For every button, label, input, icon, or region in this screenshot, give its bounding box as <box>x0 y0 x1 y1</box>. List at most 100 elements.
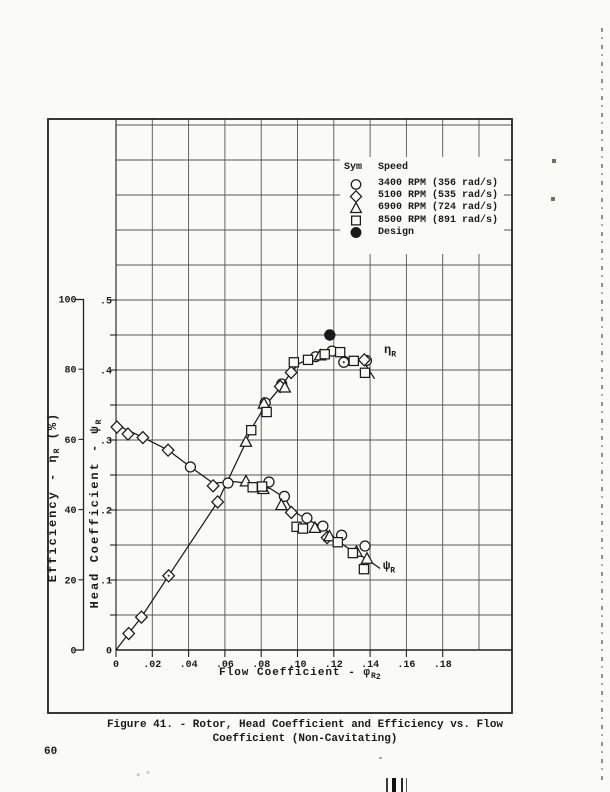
point-square <box>351 215 361 226</box>
triangle-glyph <box>349 201 363 214</box>
curve-layer <box>115 350 381 651</box>
legend-row-3400: 3400 RPM (356 rad/s) <box>340 178 504 190</box>
efficiency-axis-title-subscript: R <box>53 448 63 454</box>
chart-legend: Sym Speed 3400 RPM (356 rad/s) 5100 RPM … <box>340 157 504 254</box>
point-design <box>350 227 362 239</box>
point-square <box>247 482 258 493</box>
efficiency-axis-title-unit: (%) <box>45 411 60 449</box>
legend-row-8500: 8500 RPM (891 rad/s) <box>340 215 504 227</box>
point-diamond <box>206 478 220 493</box>
eta-subscript: R <box>391 350 397 360</box>
point-circle <box>359 540 371 552</box>
circle-symbol-icon <box>346 178 366 191</box>
filled-circle-glyph <box>350 227 362 239</box>
point-circle <box>301 512 313 524</box>
figure-caption: Figure 41. - Rotor, Head Coefficient and… <box>60 719 550 746</box>
point-triangle <box>308 520 322 534</box>
point-square <box>348 355 359 367</box>
x-axis-ticks: 0 .02 .04 .06 .08 .10 .12 .14 .16 .18 <box>113 650 452 671</box>
figure-caption-line2: Coefficient (Non-Cavitating) <box>212 732 398 745</box>
square-symbol-icon <box>346 214 366 227</box>
point-square <box>245 424 257 436</box>
point-triangle <box>274 497 288 511</box>
legend-row-6900: 6900 RPM (724 rad/s) <box>340 201 504 215</box>
svg-text:.1: .1 <box>100 577 112 588</box>
efficiency-axis-title-text: Efficiency - η <box>45 453 60 583</box>
eta-curve <box>115 350 376 651</box>
point-diamond <box>284 505 298 520</box>
legend-label: 6900 RPM (724 rad/s) <box>378 202 499 214</box>
square-glyph <box>351 215 361 226</box>
head-axis-title-subscript: R <box>95 419 105 425</box>
psi-subscript: R <box>390 566 396 576</box>
point-square <box>297 523 309 534</box>
legend-label: 5100 RPM (535 rad/s) <box>378 190 499 202</box>
diamond-glyph <box>349 189 363 203</box>
point-square <box>319 349 330 360</box>
svg-text:.18: .18 <box>434 660 452 671</box>
svg-text:100: 100 <box>58 296 76 307</box>
point-diamond <box>121 427 135 441</box>
psi-symbol: ψ <box>383 559 391 573</box>
point-diamond <box>284 365 298 380</box>
efficiency-axis: 0 20 40 60 80 100 <box>58 296 85 658</box>
point-square <box>334 346 346 358</box>
psi-curve-label: ψR <box>383 559 395 575</box>
flow-axis-title-subsubscript: 2 <box>375 673 381 682</box>
point-triangle <box>349 201 363 214</box>
scan-artifact-right-edge <box>601 28 603 784</box>
flow-coefficient-axis-title: Flow Coefficient - φR2 <box>219 667 381 682</box>
point-diamond <box>161 443 175 458</box>
svg-text:.5: .5 <box>100 297 112 308</box>
svg-text:.2: .2 <box>100 507 112 518</box>
head-coefficient-axis-title: Head Coefficient - ψR <box>88 420 104 609</box>
point-square <box>347 547 359 559</box>
legend-label: 3400 RPM (356 rad/s) <box>378 178 499 190</box>
point-circle <box>350 178 362 190</box>
point-diamond <box>110 420 124 434</box>
svg-text:40: 40 <box>64 506 76 517</box>
svg-text:0: 0 <box>70 647 76 658</box>
legend-label: Design <box>378 226 415 238</box>
point-diamond <box>136 430 150 445</box>
svg-text:.3: .3 <box>100 437 112 448</box>
point-square <box>261 406 272 418</box>
point-diamond <box>122 626 136 641</box>
legend-label: 8500 RPM (891 rad/s) <box>378 214 499 226</box>
diamond-symbol-icon <box>346 189 366 203</box>
point-circle <box>317 520 329 532</box>
figure-frame <box>47 118 513 714</box>
point-design <box>324 329 336 341</box>
point-square <box>332 536 344 548</box>
flow-axis-title-subscript: R <box>371 672 376 682</box>
svg-text:80: 80 <box>64 366 76 377</box>
legend-row-design: Design <box>340 227 504 239</box>
point-diamond <box>210 495 225 509</box>
svg-text:.16: .16 <box>397 660 415 671</box>
page-number: 60 <box>44 746 58 758</box>
point-triangle <box>278 380 292 393</box>
point-triangle <box>322 529 337 542</box>
point-circle <box>222 477 234 489</box>
point-square <box>358 563 370 575</box>
data-points <box>110 329 374 641</box>
flow-axis-title-text: Flow Coefficient - φ <box>219 667 372 679</box>
legend-header: Sym Speed <box>340 157 504 174</box>
scan-artifact-smudge <box>131 770 155 778</box>
svg-text:0: 0 <box>106 647 112 658</box>
circle-glyph <box>350 178 362 190</box>
svg-text:.10: .10 <box>288 660 306 671</box>
filled-circle-symbol-icon <box>346 226 366 239</box>
triangle-symbol-icon <box>346 201 366 215</box>
point-diamond <box>349 189 363 203</box>
point-square <box>359 367 371 379</box>
svg-text:0: 0 <box>113 660 119 671</box>
head-axis-title-text: Head Coefficient - ψ <box>87 424 102 609</box>
scan-artifact-bottom-marks <box>386 778 414 792</box>
psi-axis-ticks: 0 .1 .2 .3 .4 .5 <box>100 297 117 658</box>
svg-text:.12: .12 <box>325 660 343 671</box>
point-square <box>302 354 314 366</box>
svg-text:60: 60 <box>64 436 76 447</box>
eta-symbol: η <box>384 343 392 357</box>
